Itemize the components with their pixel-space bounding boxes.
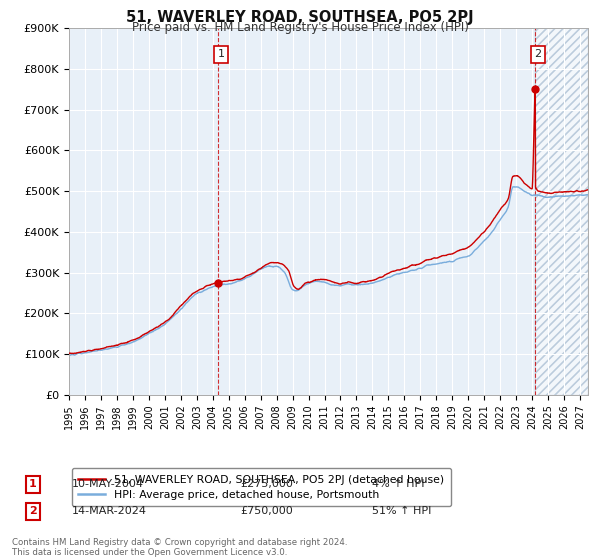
Text: Price paid vs. HM Land Registry's House Price Index (HPI): Price paid vs. HM Land Registry's House … [131, 21, 469, 34]
Text: £275,000: £275,000 [240, 479, 293, 489]
Text: 4% ↑ HPI: 4% ↑ HPI [372, 479, 425, 489]
Text: 2: 2 [534, 49, 541, 59]
Text: 51, WAVERLEY ROAD, SOUTHSEA, PO5 2PJ: 51, WAVERLEY ROAD, SOUTHSEA, PO5 2PJ [126, 10, 474, 25]
Text: 14-MAR-2024: 14-MAR-2024 [72, 506, 147, 516]
Text: 10-MAY-2004: 10-MAY-2004 [72, 479, 144, 489]
Text: 51% ↑ HPI: 51% ↑ HPI [372, 506, 431, 516]
Text: 2: 2 [29, 506, 37, 516]
Text: 1: 1 [217, 49, 224, 59]
Text: Contains HM Land Registry data © Crown copyright and database right 2024.
This d: Contains HM Land Registry data © Crown c… [12, 538, 347, 557]
Text: £750,000: £750,000 [240, 506, 293, 516]
Bar [535, 28, 588, 395]
Text: 1: 1 [29, 479, 37, 489]
Bar [535, 28, 588, 395]
Legend: 51, WAVERLEY ROAD, SOUTHSEA, PO5 2PJ (detached house), HPI: Average price, detac: 51, WAVERLEY ROAD, SOUTHSEA, PO5 2PJ (de… [72, 468, 451, 506]
